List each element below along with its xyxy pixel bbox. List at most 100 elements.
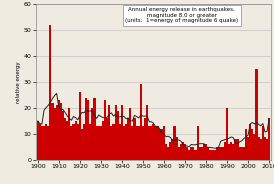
- Bar: [53, 108, 56, 160]
- Bar: [108, 105, 110, 160]
- Bar: [52, 103, 53, 160]
- Bar: [196, 126, 199, 160]
- Bar: [251, 129, 253, 160]
- Bar: [129, 108, 131, 160]
- Bar: [100, 126, 102, 160]
- Text: Annual energy release in earthquakes,
magnitude 8.0 or greater
(units:  1=energy: Annual energy release in earthquakes, ma…: [125, 7, 238, 23]
- Bar: [102, 121, 104, 160]
- Bar: [68, 108, 70, 160]
- Bar: [211, 150, 213, 160]
- Bar: [173, 126, 176, 160]
- Bar: [178, 147, 180, 160]
- Bar: [235, 139, 236, 160]
- Bar: [146, 105, 148, 160]
- Bar: [91, 108, 93, 160]
- Bar: [161, 129, 163, 160]
- Bar: [222, 147, 224, 160]
- Bar: [37, 121, 39, 160]
- Bar: [112, 124, 115, 160]
- Bar: [253, 134, 255, 160]
- Bar: [199, 147, 201, 160]
- Bar: [150, 126, 152, 160]
- Bar: [157, 126, 159, 160]
- Bar: [266, 139, 268, 160]
- Bar: [64, 118, 66, 160]
- Bar: [220, 147, 222, 160]
- Bar: [125, 124, 127, 160]
- Bar: [136, 126, 138, 160]
- Bar: [66, 121, 68, 160]
- Bar: [245, 129, 247, 160]
- Bar: [169, 142, 171, 160]
- Bar: [62, 111, 64, 160]
- Bar: [96, 126, 98, 160]
- Bar: [83, 124, 85, 160]
- Y-axis label: relative energy: relative energy: [16, 61, 21, 103]
- Bar: [148, 126, 150, 160]
- Bar: [249, 124, 251, 160]
- Bar: [195, 150, 196, 160]
- Bar: [228, 144, 230, 160]
- Bar: [110, 126, 112, 160]
- Bar: [165, 144, 167, 160]
- Bar: [188, 150, 190, 160]
- Bar: [224, 142, 226, 160]
- Bar: [218, 147, 220, 160]
- Bar: [45, 124, 47, 160]
- Bar: [255, 69, 258, 160]
- Bar: [123, 126, 125, 160]
- Bar: [180, 144, 182, 160]
- Bar: [121, 105, 123, 160]
- Bar: [58, 100, 60, 160]
- Bar: [140, 84, 142, 160]
- Bar: [203, 144, 205, 160]
- Bar: [264, 137, 266, 160]
- Bar: [213, 150, 216, 160]
- Bar: [127, 118, 129, 160]
- Bar: [163, 126, 165, 160]
- Bar: [184, 144, 186, 160]
- Bar: [138, 126, 140, 160]
- Bar: [39, 124, 41, 160]
- Bar: [77, 124, 79, 160]
- Bar: [131, 126, 133, 160]
- Bar: [47, 126, 49, 160]
- Bar: [192, 147, 195, 160]
- Bar: [144, 118, 146, 160]
- Bar: [60, 103, 62, 160]
- Bar: [104, 100, 106, 160]
- Bar: [268, 118, 270, 160]
- Bar: [70, 126, 72, 160]
- Bar: [205, 144, 207, 160]
- Bar: [43, 126, 45, 160]
- Bar: [182, 142, 184, 160]
- Bar: [186, 147, 188, 160]
- Bar: [117, 111, 119, 160]
- Bar: [98, 126, 100, 160]
- Bar: [85, 98, 87, 160]
- Bar: [167, 147, 169, 160]
- Bar: [41, 126, 43, 160]
- Bar: [209, 150, 211, 160]
- Bar: [260, 139, 262, 160]
- Bar: [190, 147, 192, 160]
- Bar: [247, 137, 249, 160]
- Bar: [93, 98, 96, 160]
- Bar: [72, 124, 75, 160]
- Bar: [230, 142, 232, 160]
- Bar: [75, 121, 77, 160]
- Bar: [236, 139, 239, 160]
- Bar: [159, 129, 161, 160]
- Bar: [81, 129, 83, 160]
- Bar: [49, 24, 52, 160]
- Bar: [106, 118, 108, 160]
- Bar: [152, 124, 155, 160]
- Bar: [258, 137, 260, 160]
- Bar: [201, 147, 203, 160]
- Bar: [119, 124, 121, 160]
- Bar: [226, 108, 228, 160]
- Bar: [89, 124, 91, 160]
- Bar: [243, 147, 245, 160]
- Bar: [207, 147, 209, 160]
- Bar: [216, 147, 218, 160]
